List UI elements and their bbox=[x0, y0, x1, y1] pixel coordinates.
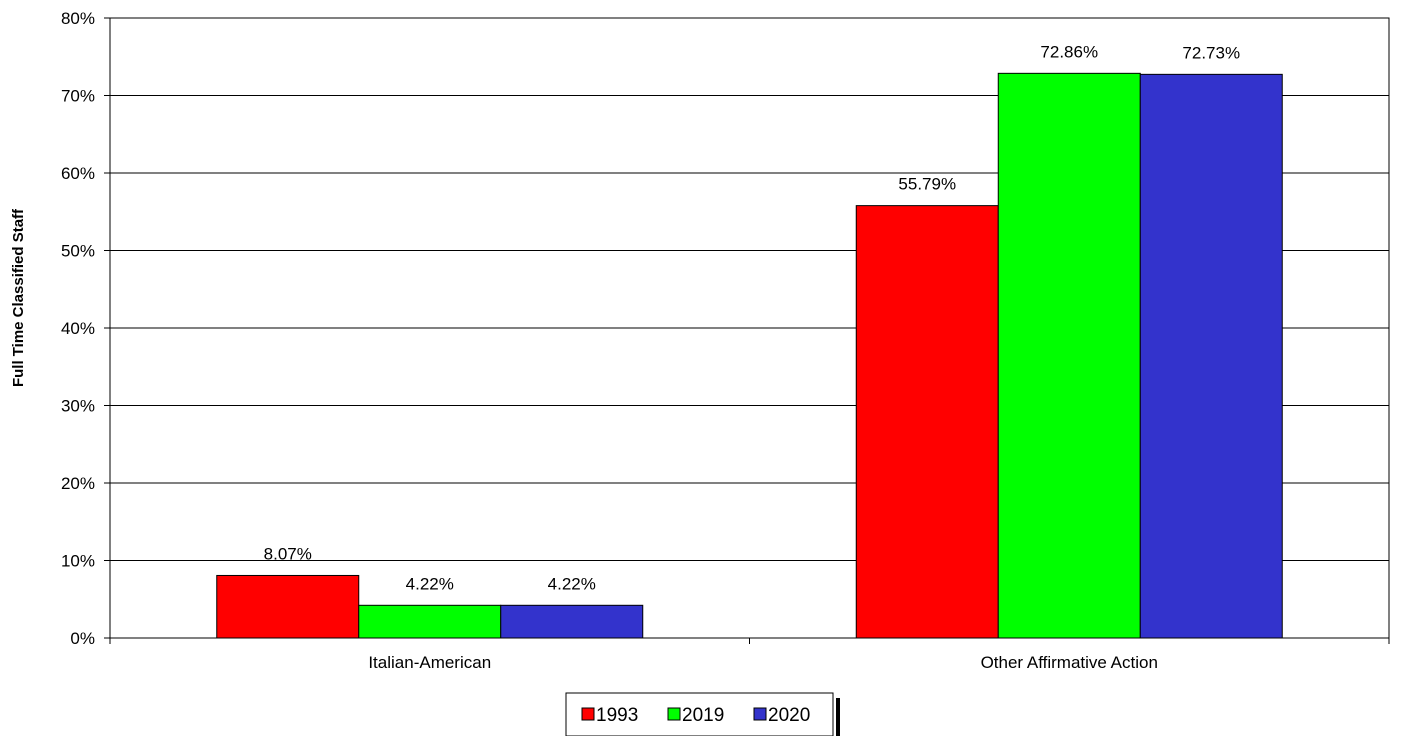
legend-label: 1993 bbox=[596, 705, 638, 726]
y-axis-title: Full Time Classified Staff bbox=[10, 208, 27, 387]
data-label: 8.07% bbox=[264, 544, 312, 563]
gridlines bbox=[110, 17, 1389, 561]
data-label: 4.22% bbox=[406, 574, 454, 593]
y-tick-label: 50% bbox=[61, 242, 95, 261]
bar-2019-0 bbox=[358, 604, 502, 639]
y-tick-label: 30% bbox=[61, 397, 95, 416]
data-label: 72.73% bbox=[1182, 43, 1240, 62]
y-tick-label: 40% bbox=[61, 319, 95, 338]
legend-swatch-1993 bbox=[581, 707, 595, 721]
y-tick-label: 70% bbox=[61, 87, 95, 106]
y-tick-label: 60% bbox=[61, 164, 95, 183]
legend-box bbox=[565, 692, 834, 736]
y-tick-label: 0% bbox=[70, 629, 95, 648]
y-tick-label: 80% bbox=[61, 9, 95, 28]
bar-1993-1 bbox=[855, 205, 999, 639]
bar-2020-1 bbox=[1139, 73, 1283, 639]
data-label: 72.86% bbox=[1040, 42, 1098, 61]
y-tick-label: 10% bbox=[61, 552, 95, 571]
legend-shadow bbox=[836, 698, 840, 736]
y-axis-ticks: 0% 10% 20% 30% 40% 50% 60% 70% 80% bbox=[61, 9, 110, 648]
legend-label: 2020 bbox=[768, 705, 810, 726]
legend-label: 2019 bbox=[682, 705, 724, 726]
data-labels: 8.07% 4.22% 4.22% 55.79% 72.86% 72.73% bbox=[264, 42, 1240, 593]
legend-swatch-2020 bbox=[753, 707, 767, 721]
bars bbox=[216, 72, 1283, 639]
legend-swatch-2019 bbox=[667, 707, 681, 721]
bar-2020-0 bbox=[500, 604, 644, 639]
y-tick-label: 20% bbox=[61, 474, 95, 493]
x-axis-ticks: Italian-American Other Affirmative Action bbox=[109, 638, 1390, 672]
legend: 1993 2019 2020 bbox=[565, 692, 840, 736]
data-label: 55.79% bbox=[898, 175, 956, 194]
x-tick-label: Italian-American bbox=[368, 653, 491, 672]
data-label: 4.22% bbox=[548, 574, 596, 593]
bar-2019-1 bbox=[997, 72, 1141, 639]
x-tick-label: Other Affirmative Action bbox=[981, 653, 1158, 672]
bar-1993-0 bbox=[216, 574, 360, 639]
